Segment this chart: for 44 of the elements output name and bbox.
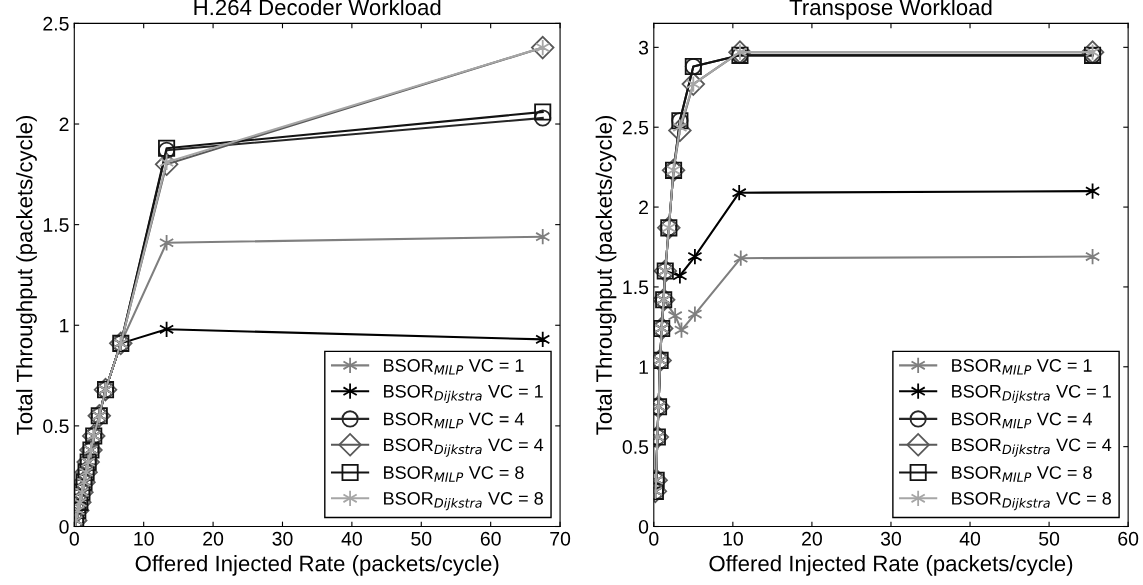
y-tick-label: 0 <box>638 519 649 534</box>
x-tick-label: 40 <box>959 531 981 546</box>
x-tick-label: 40 <box>341 531 362 546</box>
x-axis-title: Offered Injected Rate (packets/cycle) <box>135 555 499 576</box>
legend-label: BSOR$_{Dijkstra}$ VC = 1 <box>952 384 1111 404</box>
x-tick-label: 20 <box>802 531 822 546</box>
y-tick-label: 2 <box>59 117 69 132</box>
legend-label: BSOR$_{MILP}$ VC = 4 <box>384 412 524 429</box>
y-tick-label: 2.5 <box>43 16 69 31</box>
legend-label: BSOR$_{MILP}$ VC = 8 <box>384 466 524 482</box>
x-tick-label: 50 <box>411 531 432 546</box>
y-tick-label: 1 <box>60 318 69 333</box>
y-axis-title: Total Throughput (packets/cycle) <box>595 115 617 435</box>
y-tick-label: 2.5 <box>622 120 649 135</box>
legend-label: BSOR$_{Dijkstra}$ VC = 4 <box>952 438 1112 457</box>
y-tick-label: 3 <box>638 40 649 55</box>
legend-label: BSOR$_{Dijkstra}$ VC = 8 <box>384 492 543 511</box>
x-tick-label: 30 <box>880 531 902 546</box>
y-tick-label: 1.5 <box>623 280 649 295</box>
x-tick-label: 20 <box>203 531 224 546</box>
y-tick-label: 1 <box>639 360 648 374</box>
x-tick-label: 30 <box>272 531 293 546</box>
legend-label: BSOR$_{MILP}$ VC = 4 <box>952 412 1092 429</box>
y-tick-label: 2 <box>639 200 648 215</box>
x-tick-label: 10 <box>723 531 743 546</box>
x-tick-label: 10 <box>134 531 154 546</box>
y-tick-label: 1.5 <box>43 218 69 232</box>
legend-label: BSOR$_{MILP}$ VC = 1 <box>384 359 524 375</box>
y-tick-label: 0.5 <box>43 419 69 434</box>
x-tick-label: 70 <box>550 531 571 546</box>
legend-label: BSOR$_{MILP}$ VC = 8 <box>952 466 1092 482</box>
legend-label: BSOR$_{Dijkstra}$ VC = 4 <box>384 438 544 457</box>
legend-label: BSOR$_{Dijkstra}$ VC = 8 <box>952 492 1111 511</box>
x-axis-title: Offered Injected Rate (packets/cycle) <box>709 555 1073 576</box>
y-tick-label: 0 <box>59 519 69 534</box>
legend-label: BSOR$_{MILP}$ VC = 1 <box>952 359 1092 375</box>
x-tick-label: 0 <box>649 531 659 546</box>
x-tick-label: 60 <box>480 531 501 546</box>
x-tick-label: 50 <box>1039 531 1060 546</box>
legend-label: BSOR$_{Dijkstra}$ VC = 1 <box>384 384 543 404</box>
x-tick-label: 60 <box>1118 531 1139 546</box>
y-axis-title: Total Throughput (packets/cycle) <box>16 115 37 435</box>
x-tick-label: 0 <box>69 531 79 546</box>
y-tick-label: 0.5 <box>622 440 649 454</box>
